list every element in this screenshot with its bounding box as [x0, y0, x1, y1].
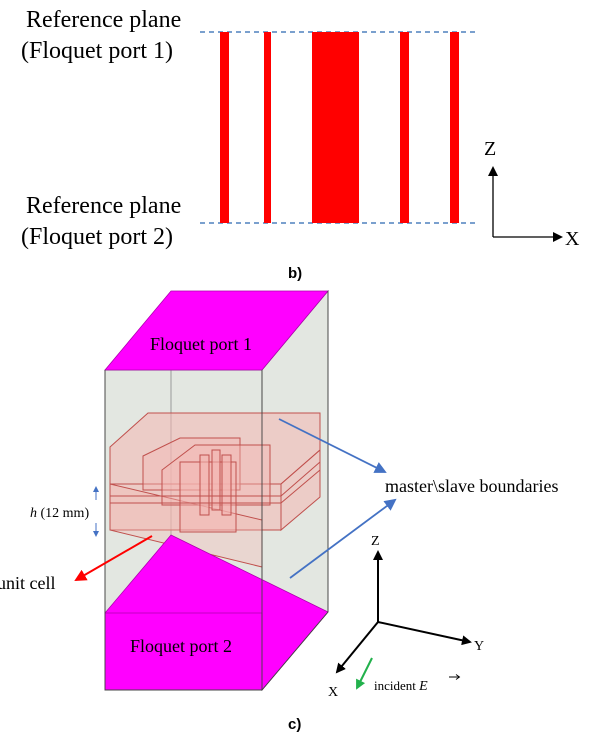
- unit-cell-arrow: [74, 535, 153, 582]
- axis-x-label: X: [565, 228, 580, 250]
- boundary-arrow-upper: [278, 418, 387, 473]
- incident-e-symbol: E: [418, 679, 428, 694]
- axis-z-label-3d: Z: [371, 534, 380, 549]
- panel-b-caption: b): [288, 265, 302, 282]
- floquet-port-1-label: Floquet port 1: [150, 334, 252, 354]
- ref-plane-1-line2: (Floquet port 1): [21, 38, 173, 64]
- master-slave-boundaries-label: master\slave boundaries: [385, 476, 558, 496]
- height-label: h (12 mm): [30, 506, 89, 521]
- ref-plane-2-line2: (Floquet port 2): [21, 224, 173, 250]
- height-var: h: [30, 506, 37, 521]
- box-outline-right: [261, 291, 329, 691]
- axis-y-arrow-3d: [377, 621, 472, 646]
- panel-c: Floquet port 1 Floquet port 2 master\sla…: [0, 289, 558, 733]
- unit-cell-model: [109, 412, 321, 568]
- height-value: (12 mm): [37, 506, 89, 521]
- metal-strip-2: [264, 32, 271, 223]
- panel-b: Reference plane (Floquet port 1) Referen…: [21, 7, 580, 282]
- incident-e-label: incident E: [374, 678, 428, 694]
- axis-x-arrow-3d: [335, 621, 379, 674]
- boundary-arrow-lower: [289, 498, 397, 579]
- floquet-port-2-label: Floquet port 2: [130, 636, 232, 656]
- axis-y-label-3d: Y: [474, 639, 484, 654]
- unit-cell-label: unit cell: [0, 573, 55, 593]
- ref-plane-2-line1: Reference plane: [26, 193, 181, 219]
- ref-plane-1-line1: Reference plane: [26, 7, 181, 33]
- axis-x-label-3d: X: [328, 685, 338, 700]
- box-outline: [104, 370, 263, 691]
- vector-arrow-over-e-icon: [449, 674, 461, 680]
- axis-z-label: Z: [484, 138, 496, 160]
- metal-strip-3: [400, 32, 409, 223]
- incident-e-arrow: [356, 657, 373, 690]
- metal-strip-4: [450, 32, 459, 223]
- metal-strip-1: [220, 32, 229, 223]
- metal-strip-center: [312, 32, 359, 223]
- panel-c-caption: c): [288, 716, 301, 733]
- incident-text: incident: [374, 678, 419, 693]
